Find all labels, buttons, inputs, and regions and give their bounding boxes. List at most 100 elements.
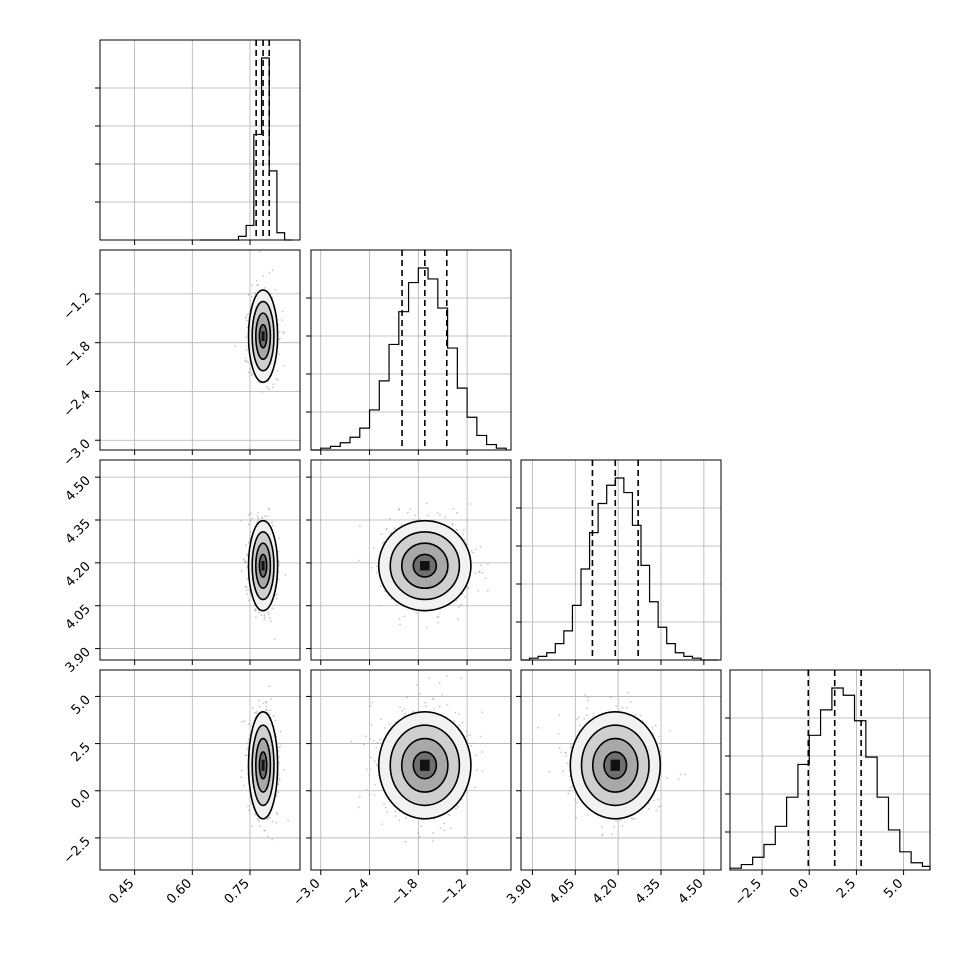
- sample-point: [433, 818, 436, 821]
- sample-point: [358, 525, 361, 528]
- sample-point: [258, 705, 261, 708]
- sample-point: [395, 604, 398, 606]
- histogram-step: [729, 687, 931, 870]
- sample-point: [250, 296, 253, 298]
- sample-point: [455, 512, 458, 514]
- sample-point: [474, 548, 477, 551]
- sample-point: [577, 716, 580, 718]
- sample-point: [463, 836, 466, 839]
- sample-point: [569, 787, 572, 790]
- sample-point: [400, 523, 403, 526]
- sample-point: [282, 364, 285, 367]
- sample-point: [277, 550, 280, 553]
- sample-point: [266, 818, 269, 821]
- sample-point: [246, 554, 248, 557]
- sample-point: [254, 292, 257, 294]
- sample-point: [275, 593, 278, 596]
- sample-point: [446, 703, 449, 706]
- sample-point: [277, 746, 280, 749]
- sample-point: [388, 517, 391, 520]
- sample-point: [562, 770, 564, 773]
- sample-point: [249, 371, 252, 373]
- sample-point: [247, 804, 249, 807]
- sample-point: [611, 833, 613, 836]
- sample-point: [481, 571, 484, 574]
- sample-point: [273, 638, 276, 641]
- contour-3: [247, 289, 279, 384]
- y-tick-label: 3.90: [63, 645, 94, 676]
- panel-frame: [99, 669, 301, 871]
- contour-2: [580, 724, 650, 807]
- sample-point: [277, 749, 280, 752]
- sample-point: [246, 742, 249, 744]
- sample-point: [464, 538, 466, 541]
- scatter-content: [100, 460, 300, 660]
- sample-point: [388, 723, 391, 725]
- sample-point: [653, 799, 655, 802]
- sample-point: [447, 813, 450, 816]
- sample-point: [357, 806, 360, 809]
- sample-point: [369, 767, 371, 770]
- sample-point: [257, 517, 260, 520]
- sample-point: [466, 734, 469, 737]
- sample-point: [380, 533, 383, 536]
- sample-point: [263, 616, 266, 619]
- sample-point: [602, 833, 604, 836]
- sample-point: [248, 588, 251, 591]
- sample-point: [269, 816, 272, 819]
- sample-point: [437, 621, 439, 624]
- sample-point: [647, 802, 650, 805]
- sample-point: [625, 706, 628, 709]
- contour-3: [247, 710, 279, 820]
- sample-point: [265, 705, 268, 708]
- panel-frame: [99, 249, 301, 451]
- sample-point: [574, 799, 577, 801]
- y-tick-label: 4.50: [63, 473, 94, 504]
- sample-point: [458, 724, 461, 727]
- sample-point: [265, 701, 268, 704]
- scatter-panel-0-3: [99, 669, 301, 871]
- sample-point: [256, 711, 258, 713]
- sample-point: [677, 778, 680, 781]
- sample-point: [247, 361, 249, 364]
- x-tick-label: −2.4: [339, 876, 372, 909]
- sample-point: [279, 730, 282, 733]
- sample-point: [433, 708, 436, 711]
- sample-point: [458, 713, 460, 716]
- sample-point: [379, 604, 382, 607]
- sample-point: [398, 819, 401, 822]
- sample-point: [558, 714, 561, 716]
- sample-point: [453, 720, 456, 723]
- sample-point: [278, 755, 281, 758]
- sample-point: [234, 345, 237, 348]
- sample-point: [420, 825, 423, 828]
- sample-point: [368, 773, 371, 776]
- sample-point: [269, 620, 272, 622]
- contour-2: [251, 724, 275, 807]
- sample-point: [266, 386, 269, 389]
- sample-point: [601, 826, 603, 829]
- scatter-panel-1-2: [310, 459, 512, 661]
- sample-point: [278, 330, 281, 333]
- sample-point: [436, 512, 439, 514]
- sample-point: [455, 528, 457, 531]
- sample-point: [283, 768, 285, 771]
- sample-point: [394, 810, 397, 813]
- sample-point: [268, 613, 270, 616]
- scatter-content: [311, 460, 511, 660]
- contour-3: [377, 519, 472, 612]
- sample-point: [474, 754, 477, 757]
- sample-point: [247, 722, 250, 725]
- sample-point: [245, 544, 248, 546]
- contour-0: [258, 323, 268, 349]
- sample-point: [403, 707, 406, 710]
- sample-point: [459, 603, 462, 606]
- sample-point: [404, 712, 407, 715]
- y-tick-label: 2.5: [69, 740, 94, 765]
- sample-point: [658, 735, 660, 738]
- sample-point: [248, 513, 250, 516]
- sample-point: [247, 371, 250, 374]
- sample-point: [437, 616, 440, 618]
- sample-point: [247, 738, 250, 741]
